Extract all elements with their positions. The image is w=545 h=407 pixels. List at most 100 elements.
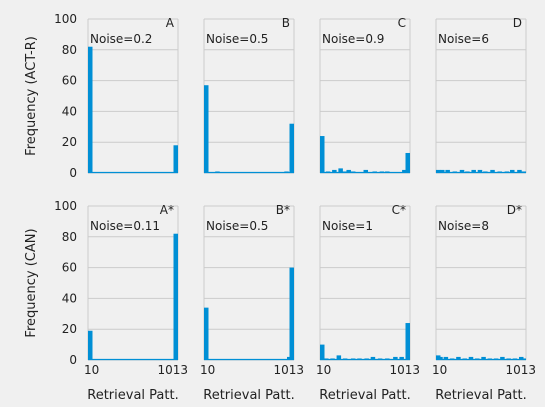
data-bar bbox=[320, 344, 325, 360]
noise-label: Noise=0.2 bbox=[90, 32, 152, 46]
plot-area bbox=[88, 19, 178, 173]
data-bar bbox=[471, 169, 476, 173]
y-axis-label: Frequency (ACT-R) bbox=[24, 36, 39, 156]
data-bar bbox=[173, 145, 178, 173]
x-axis-label: Retrieval Patt. bbox=[319, 388, 410, 403]
data-bar bbox=[490, 169, 495, 173]
plot-area bbox=[436, 206, 526, 360]
data-bar bbox=[88, 46, 93, 173]
data-bar bbox=[346, 169, 351, 173]
data-bar bbox=[468, 356, 474, 360]
y-tick-label: 60 bbox=[62, 261, 77, 275]
x-axis-label: Retrieval Patt. bbox=[87, 388, 178, 403]
data-bar bbox=[284, 171, 289, 173]
noise-label: Noise=0.5 bbox=[206, 219, 268, 233]
data-bar bbox=[377, 358, 383, 360]
data-bar bbox=[399, 356, 404, 360]
y-tick-label: 40 bbox=[62, 104, 77, 118]
data-bar bbox=[338, 168, 343, 173]
chart-panel: B* Noise=0.5 10 1013 Retrieval Patt. bbox=[200, 203, 304, 403]
data-bar bbox=[443, 356, 449, 360]
data-bar bbox=[497, 171, 502, 173]
x-tick-label: 1013 bbox=[389, 363, 420, 377]
data-bar bbox=[289, 123, 294, 173]
data-bar bbox=[204, 85, 209, 173]
noise-label: Noise=0.11 bbox=[90, 219, 160, 233]
chart-panel: A*Noise=0.11 10 1013 Retrieval Patt. bbox=[84, 203, 188, 403]
data-bar bbox=[286, 356, 292, 360]
data-bar bbox=[452, 171, 458, 173]
data-bar bbox=[385, 171, 390, 173]
data-bar bbox=[393, 356, 398, 360]
data-bar bbox=[449, 358, 455, 360]
plot-area bbox=[88, 206, 178, 360]
y-tick-label: 0 bbox=[69, 353, 77, 367]
y-tick-label: 100 bbox=[54, 12, 77, 26]
x-axis-label: Retrieval Patt. bbox=[435, 388, 526, 403]
data-bar bbox=[88, 330, 93, 360]
data-bar bbox=[475, 358, 480, 360]
y-tick-label: 20 bbox=[62, 135, 77, 149]
data-bar bbox=[357, 358, 362, 360]
data-bar bbox=[500, 356, 505, 360]
data-bar bbox=[341, 171, 347, 173]
y-tick-label: 40 bbox=[62, 291, 77, 305]
data-bar bbox=[363, 169, 369, 173]
x-tick-label: 10 bbox=[200, 363, 215, 377]
data-bar bbox=[438, 356, 443, 360]
data-bar bbox=[481, 356, 486, 360]
chart-panel: D Noise=6 bbox=[435, 16, 527, 174]
data-bar bbox=[512, 358, 518, 360]
data-bar bbox=[440, 169, 445, 173]
data-bar bbox=[459, 169, 465, 173]
panel-letter: C bbox=[398, 16, 406, 30]
data-bar bbox=[462, 358, 467, 360]
data-bar bbox=[506, 358, 511, 360]
data-bar bbox=[487, 358, 493, 360]
plot-area bbox=[204, 206, 294, 360]
data-bar bbox=[436, 169, 441, 173]
data-bar bbox=[510, 169, 515, 173]
chart-panel: C* Noise=1 10 1013 Retrieval Patt. bbox=[316, 203, 420, 403]
x-tick-label: 1013 bbox=[505, 363, 536, 377]
data-bar bbox=[215, 171, 220, 173]
panel-letter: A* bbox=[160, 203, 174, 217]
data-bar bbox=[342, 358, 348, 360]
data-bar bbox=[385, 358, 390, 360]
plot-area bbox=[320, 206, 410, 360]
data-bar bbox=[465, 171, 470, 173]
plot-area bbox=[204, 19, 294, 173]
noise-label: Noise=0.9 bbox=[322, 32, 384, 46]
plot-area bbox=[436, 19, 526, 173]
data-bar bbox=[350, 358, 356, 360]
data-bar bbox=[521, 171, 526, 173]
data-bar bbox=[521, 358, 526, 360]
panel-letter: D bbox=[513, 16, 522, 30]
data-bar bbox=[504, 171, 510, 173]
noise-label: Noise=1 bbox=[322, 219, 373, 233]
y-tick-label: 20 bbox=[62, 322, 77, 336]
data-bar bbox=[372, 171, 377, 173]
data-bar bbox=[517, 169, 522, 173]
data-bar bbox=[204, 307, 209, 360]
panel-letter: D* bbox=[507, 203, 522, 217]
data-bar bbox=[320, 136, 325, 173]
panel-letter: A bbox=[166, 16, 175, 30]
data-bar bbox=[364, 358, 369, 360]
data-bar bbox=[445, 169, 450, 173]
y-tick-label: 0 bbox=[69, 166, 77, 180]
data-bar bbox=[483, 171, 488, 173]
data-bar bbox=[325, 171, 331, 173]
y-tick-label: 60 bbox=[62, 74, 77, 88]
data-bar bbox=[456, 356, 461, 360]
chart-panel: B Noise=0.5 bbox=[203, 16, 295, 174]
chart-panel: C Noise=0.9 bbox=[319, 16, 411, 174]
x-tick-label: 1013 bbox=[157, 363, 188, 377]
noise-label: Noise=6 bbox=[438, 32, 489, 46]
noise-label: Noise=8 bbox=[438, 219, 489, 233]
y-tick-label: 80 bbox=[62, 43, 77, 57]
data-bar bbox=[370, 356, 376, 360]
data-bar bbox=[332, 169, 337, 173]
y-axis-label: Frequency (CAN) bbox=[24, 228, 39, 337]
